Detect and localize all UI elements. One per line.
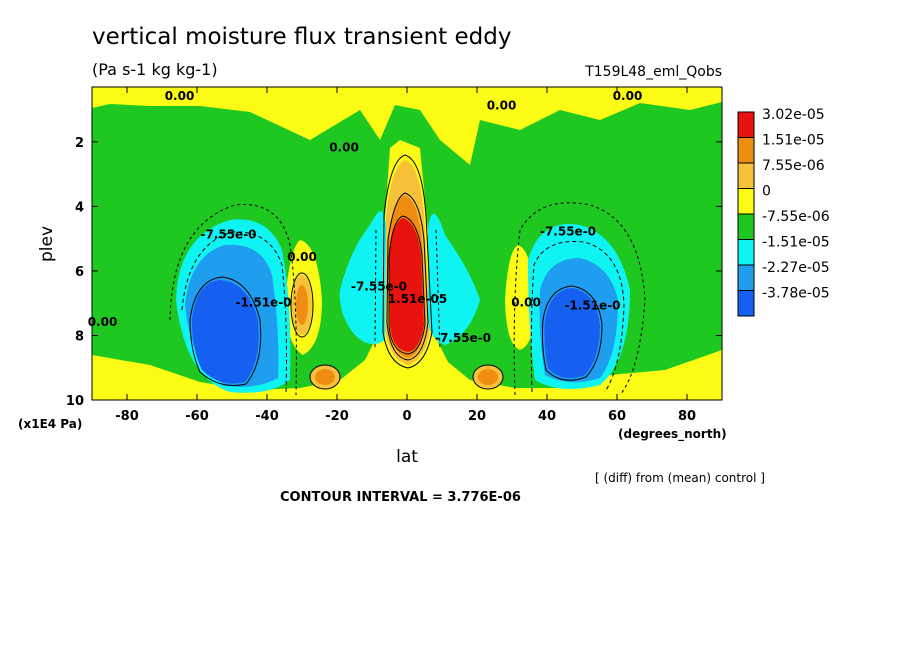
x-tick-label: -20	[325, 409, 349, 424]
comparison-note: [ (diff) from (mean) control ]	[595, 471, 765, 485]
colorbar-label: -3.78e-05	[762, 286, 830, 302]
y-axis-units: (x1E4 Pa)	[18, 417, 82, 431]
x-tick-label: 80	[678, 409, 696, 424]
negative-region-center-cyan-right	[428, 213, 480, 345]
colorbar-swatch	[737, 111, 755, 138]
red-region-center	[389, 218, 424, 352]
chart-units: (Pa s-1 kg kg-1)	[92, 60, 218, 79]
colorbar-label: -1.51e-05	[762, 235, 830, 251]
contour-label: -7.55e-0	[200, 228, 256, 242]
x-tick-label: -60	[185, 409, 209, 424]
x-tick-label: -80	[115, 409, 139, 424]
colorbar-swatch	[737, 162, 755, 189]
contour-interval: CONTOUR INTERVAL = 3.776E-06	[280, 490, 521, 505]
y-axis: 2 4 6 8 10	[66, 136, 722, 409]
contour-label: -7.55e-0	[540, 224, 596, 238]
y-tick-label: 6	[75, 265, 84, 280]
colorbar-swatch	[737, 264, 755, 291]
contour-lines	[169, 154, 646, 396]
x-tick-label: 60	[608, 409, 626, 424]
colorbar-label: 7.55e-06	[762, 158, 825, 174]
positive-region-top-band	[92, 87, 722, 165]
contour-label: 0.00	[329, 141, 359, 155]
contour-label: 0.00	[613, 89, 643, 103]
contour-label: -7.55e-0	[435, 331, 491, 345]
colorbar-label: 1.51e-05	[762, 133, 825, 149]
dark-orange-south-low	[315, 369, 335, 385]
contour-label: 0.00	[511, 295, 541, 309]
colorbar-swatch	[737, 290, 755, 317]
plot-area	[92, 87, 722, 400]
y-tick-label: 4	[75, 200, 84, 215]
x-tick-label: 40	[538, 409, 556, 424]
colorbar-swatch	[737, 239, 755, 266]
y-tick-label: 10	[66, 394, 84, 409]
colorbar: 3.02e-05 1.51e-05 7.55e-06 0 -7.55e-06 -1.51e…	[737, 107, 830, 317]
negative-region-north-core	[544, 288, 600, 379]
contour-label: -7.55e-0	[351, 279, 407, 293]
dark-orange-north-low	[478, 369, 498, 385]
colorbar-swatch	[737, 188, 755, 215]
y-axis-label: plev	[37, 226, 57, 262]
x-axis-units: (degrees_north)	[618, 427, 727, 442]
negative-region-center-cyan-left	[339, 211, 386, 344]
contour-label: 0.00	[88, 315, 118, 329]
contour-label: 0.00	[165, 89, 195, 103]
x-tick-label: 0	[402, 409, 411, 424]
colorbar-label: -7.55e-06	[762, 209, 830, 225]
contour-labels: 0.00 0.00 0.00 0.00 0.00 0.00 0.00 -7.55e-0 -7.5…	[88, 89, 643, 345]
chart-title: vertical moisture flux transient eddy	[92, 24, 511, 50]
positive-region-north-column	[505, 245, 535, 350]
contour-label: 1.51e-05	[388, 292, 447, 306]
contour-label: 0.00	[287, 250, 317, 264]
x-axis: -80 -60 -40 -20 0 20 40 60 80	[115, 87, 696, 424]
colorbar-swatch	[737, 213, 755, 240]
x-tick-label: 20	[468, 409, 486, 424]
y-tick-label: 8	[75, 329, 84, 344]
contour-label: -1.51e-0	[235, 295, 291, 309]
run-label: T159L48_eml_Qobs	[584, 64, 722, 80]
colorbar-label: 3.02e-05	[762, 107, 825, 123]
contour-label: 0.00	[487, 99, 517, 113]
x-tick-label: -40	[255, 409, 279, 424]
colorbar-swatch	[737, 137, 755, 164]
contour-label: -1.51e-0	[564, 299, 620, 313]
x-axis-label: lat	[396, 447, 418, 467]
y-tick-label: 2	[75, 136, 84, 151]
negative-region-south-core	[192, 280, 259, 384]
colorbar-label: 0	[762, 184, 771, 200]
colorbar-label: -2.27e-05	[762, 260, 830, 276]
dark-orange-south	[296, 285, 308, 325]
